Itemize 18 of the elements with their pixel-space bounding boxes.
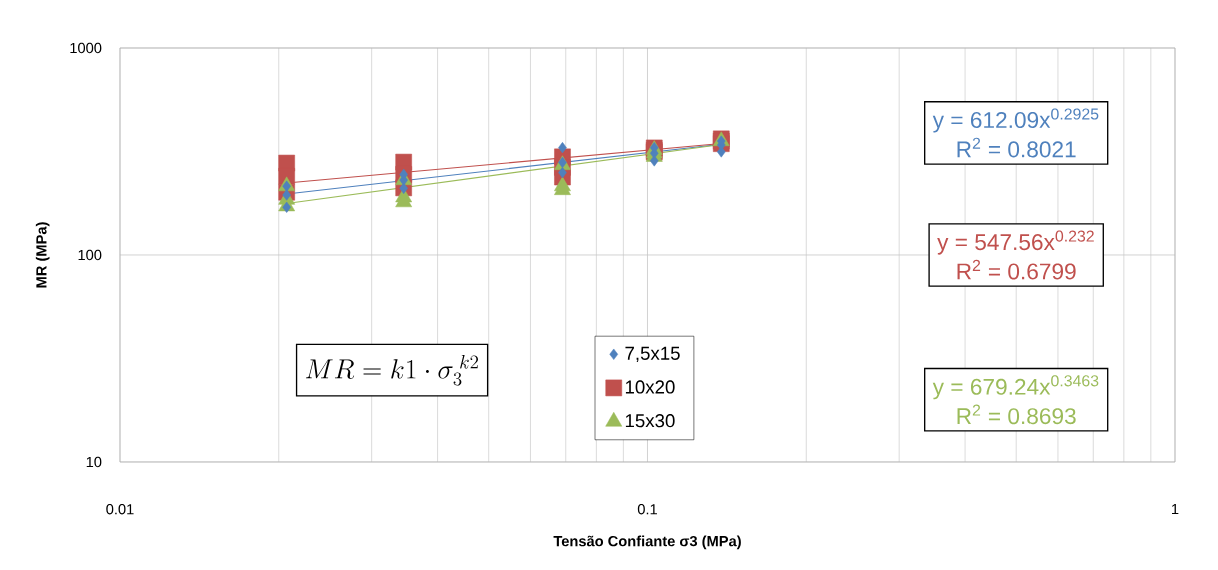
x-tick-label: 0.01 xyxy=(106,504,134,515)
legend-label: 7,5x15 xyxy=(625,346,680,363)
annotation: R$^{2}$ = 0.8693 xyxy=(957,404,1076,425)
annotation: y = 679.24x$^{0.3463}$ xyxy=(932,375,1099,400)
y-tick-label: 10 xyxy=(86,456,102,468)
annotation: y = 547.56x$^{0.232}$ xyxy=(937,230,1094,255)
y-tick-label: 100 xyxy=(78,249,102,261)
legend-label: 10x20 xyxy=(625,380,675,394)
annotation: $MR = k1\cdot\sigma_{3}^{\;k2}$ xyxy=(305,354,479,386)
x-axis-title: Tensão Confiante σ3 (MPa) xyxy=(553,535,741,550)
annotation: R$^{2}$ = 0.8021 xyxy=(957,137,1076,158)
legend-label: 15x30 xyxy=(625,414,675,428)
x-tick-label: 1 xyxy=(1172,504,1179,515)
x-tick-label: 0.1 xyxy=(637,504,657,515)
y-tick-label: 1000 xyxy=(70,42,102,54)
annotation: R$^{2}$ = 0.6799 xyxy=(957,259,1076,280)
y-axis-title: MR (MPa) xyxy=(35,222,50,288)
annotation: y = 612.09x$^{0.2925}$ xyxy=(932,108,1099,133)
